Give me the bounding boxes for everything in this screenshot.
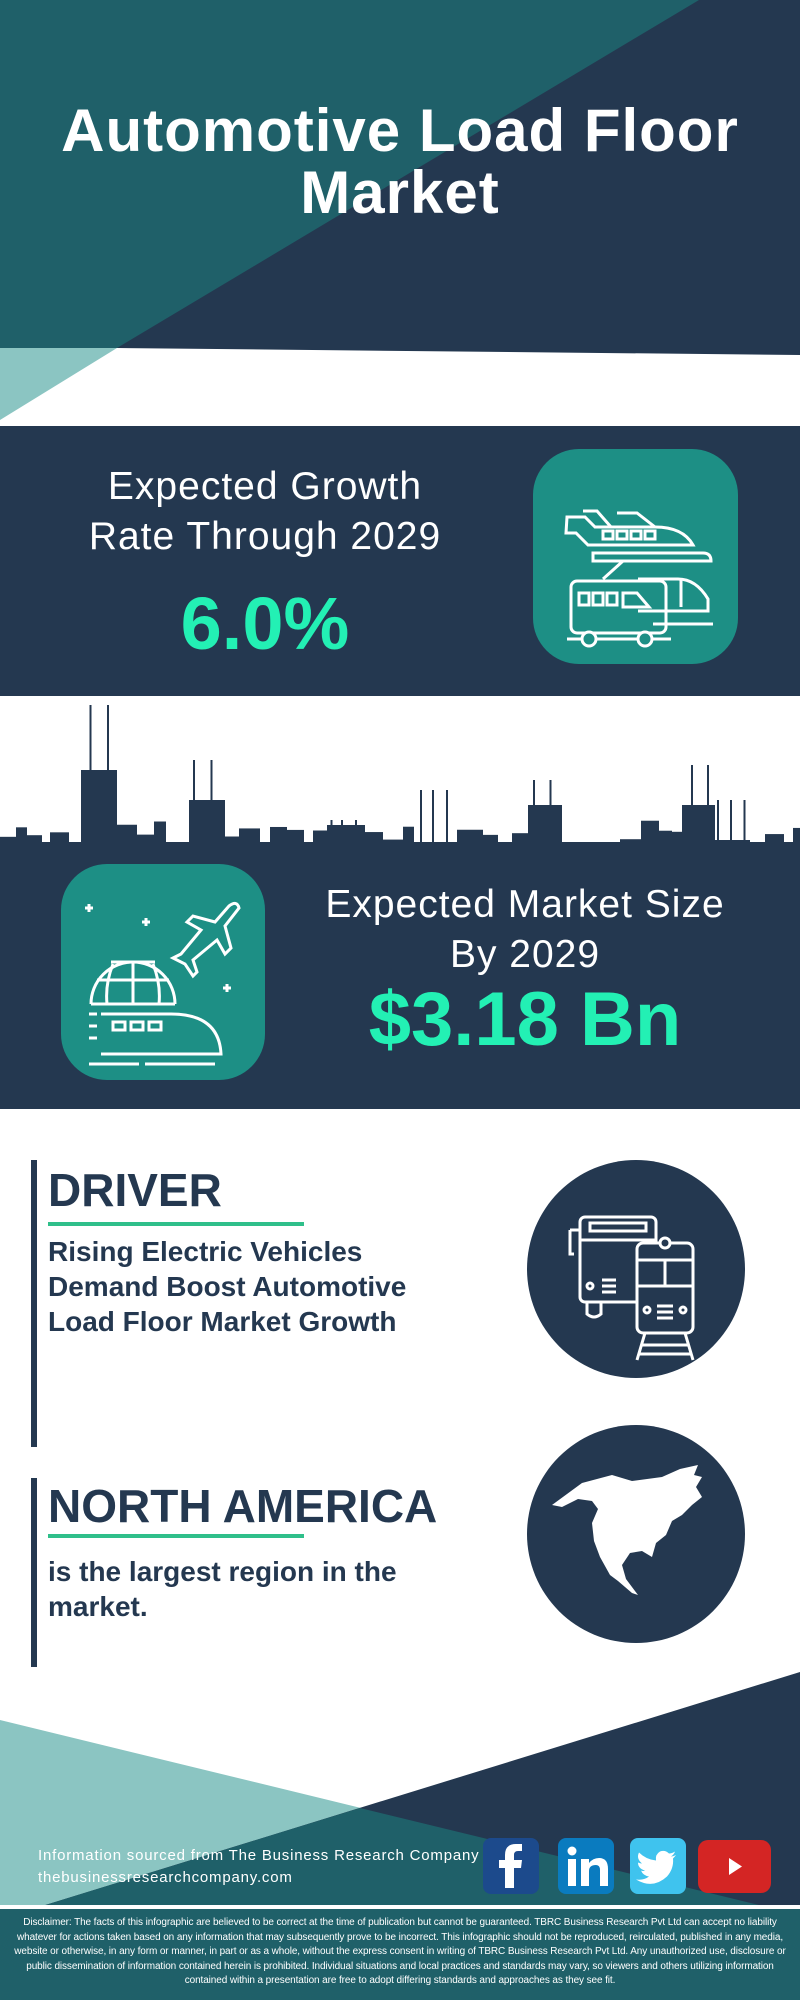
title-line: Automotive Load Floor <box>61 97 739 164</box>
skyline-spire <box>549 780 552 806</box>
skyline-spire <box>446 790 448 846</box>
globe-plane-train-icon <box>61 864 265 1080</box>
skyline-spire <box>341 820 343 826</box>
skyline-building <box>528 805 541 850</box>
title-line: Market <box>300 159 500 226</box>
page-title: Automotive Load Floor Market <box>0 100 800 224</box>
bus-train-icon <box>527 1160 745 1378</box>
youtube-icon[interactable] <box>698 1840 771 1893</box>
region-text-line: is the largest region in the <box>48 1556 397 1587</box>
driver-text-line: Demand Boost Automotive <box>48 1271 407 1302</box>
skyline-spire <box>717 800 719 841</box>
skyline-spire <box>355 820 357 826</box>
skyline-spire <box>730 800 732 841</box>
driver-accent-bar <box>31 1160 37 1447</box>
city-skyline <box>0 705 800 850</box>
website-link[interactable]: thebusinessresearchcompany.com <box>38 1869 293 1886</box>
skyline-building <box>199 800 225 850</box>
skyline-spire <box>420 790 422 846</box>
plane-train-bus-icon <box>533 449 738 664</box>
skyline-building <box>702 805 715 850</box>
skyline-spire <box>743 800 746 841</box>
linkedin-icon[interactable] <box>558 1838 614 1894</box>
region-text: is the largest region in the market. <box>48 1554 448 1624</box>
source-text: Information sourced from The Business Re… <box>38 1847 480 1864</box>
skyline-spire <box>193 760 195 801</box>
skyline-spire <box>89 705 92 771</box>
skyline-building <box>16 827 27 850</box>
driver-heading: DRIVER <box>48 1164 222 1216</box>
north-america-map-icon <box>527 1425 745 1643</box>
market-size-label-line: By 2029 <box>449 933 601 976</box>
skyline-spire <box>533 780 535 806</box>
skyline-building <box>81 770 101 850</box>
disclaimer-text: Disclaimer: The facts of this infographi… <box>14 1917 786 1986</box>
skyline-spire <box>330 820 333 826</box>
skyline-building <box>682 805 703 850</box>
growth-label-line: Expected Growth <box>107 465 423 508</box>
skyline-spire <box>210 760 213 801</box>
region-underline <box>48 1534 304 1538</box>
driver-text-line: Rising Electric Vehicles <box>48 1236 363 1267</box>
driver-text: Rising Electric Vehicles Demand Boost Au… <box>48 1234 448 1339</box>
region-accent-bar <box>31 1478 37 1667</box>
skyline-spire <box>691 765 693 806</box>
driver-underline <box>48 1222 304 1226</box>
driver-text-line: Load Floor Market Growth <box>48 1306 397 1337</box>
market-size-value: $3.18 Bn <box>368 977 682 1062</box>
skyline-building <box>327 825 337 850</box>
growth-label: Expected Growth Rate Through 2029 <box>60 462 470 562</box>
region-heading: NORTH AMERICA <box>48 1480 438 1532</box>
growth-rate-value: 6.0% <box>180 582 350 665</box>
facebook-icon[interactable] <box>483 1838 539 1894</box>
twitter-icon[interactable] <box>630 1838 686 1894</box>
region-text-line: market. <box>48 1591 148 1622</box>
growth-label-line: Rate Through 2029 <box>88 515 442 558</box>
skyline-building <box>403 826 414 850</box>
market-size-label: Expected Market Size By 2029 <box>290 880 760 980</box>
skyline-spire <box>107 705 109 771</box>
skyline-building <box>793 827 800 850</box>
skyline-spire <box>432 790 434 846</box>
skyline-building <box>189 800 200 850</box>
skyline-building <box>540 805 562 850</box>
market-size-label-line: Expected Market Size <box>325 883 725 926</box>
skyline-spire <box>707 765 709 806</box>
skyline-building <box>100 770 117 850</box>
